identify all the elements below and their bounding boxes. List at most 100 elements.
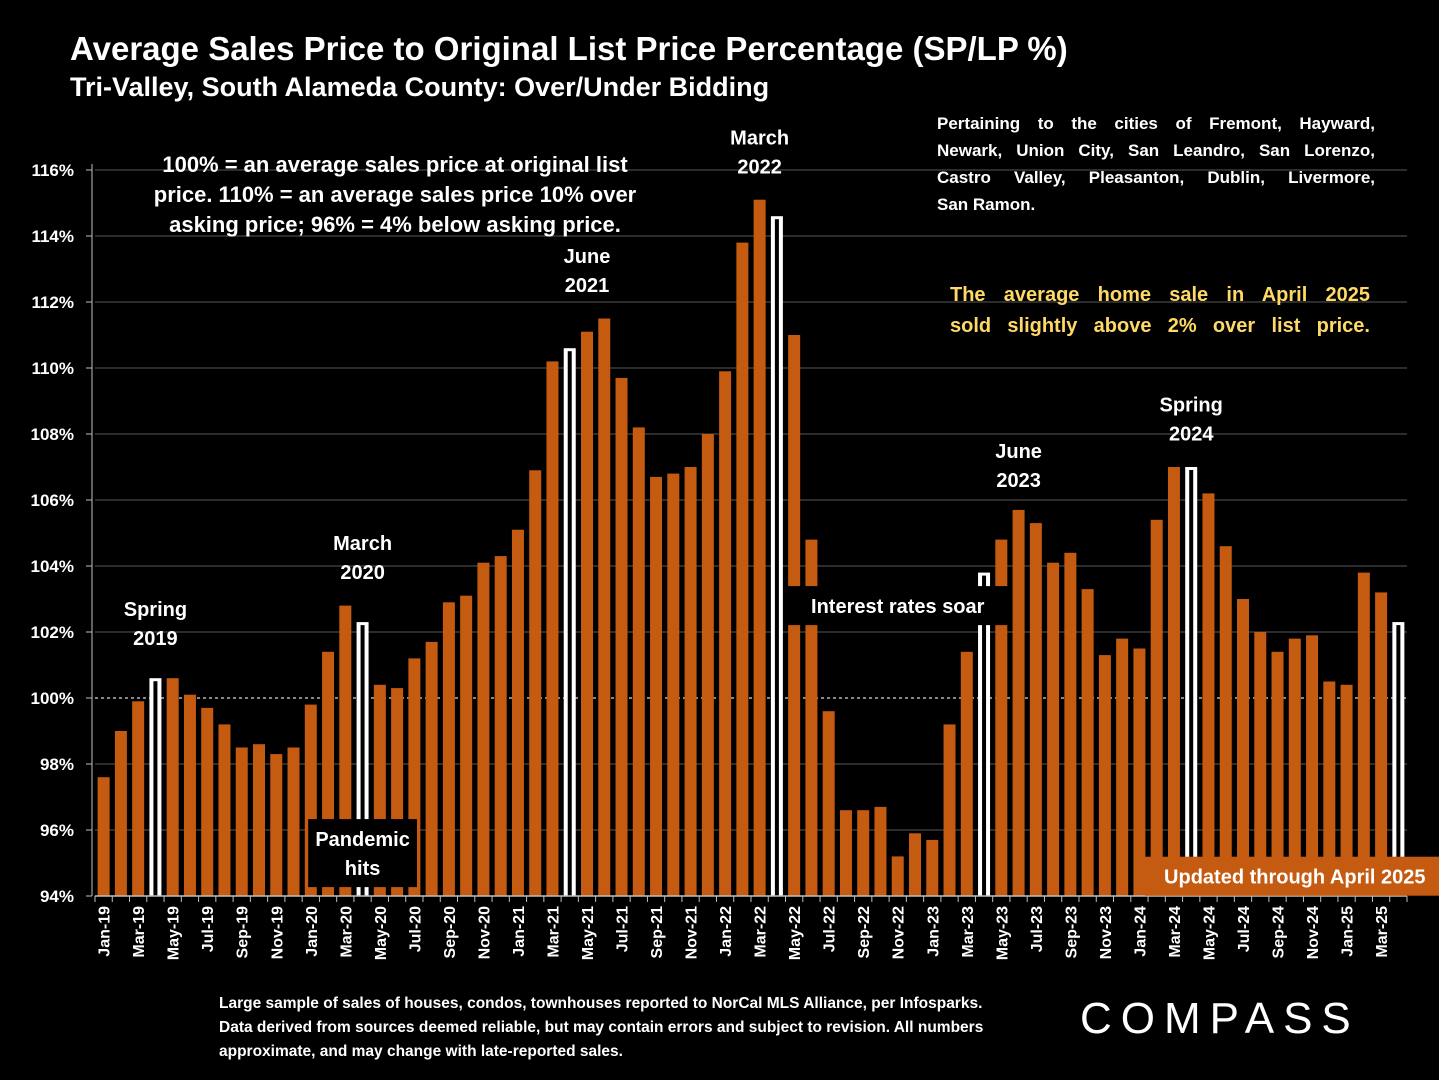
annotation-box — [785, 586, 1011, 626]
bar — [719, 371, 732, 896]
bar — [874, 806, 887, 896]
bar — [632, 427, 645, 896]
bar — [1029, 523, 1042, 896]
highlighted-bar-core — [1189, 470, 1194, 896]
bar — [926, 839, 939, 896]
bar — [1323, 681, 1336, 896]
x-tick-label: Jan-19 — [97, 906, 114, 957]
bar — [1167, 467, 1180, 896]
bar — [857, 810, 870, 896]
bar — [442, 602, 455, 896]
x-tick-label: Jan-24 — [1132, 906, 1149, 957]
x-tick-label: May-23 — [994, 906, 1011, 960]
bar — [1098, 655, 1111, 896]
highlighted-bar-core — [1396, 625, 1401, 896]
annotation: Spring 2019 — [124, 599, 187, 650]
bar — [1047, 562, 1060, 896]
april-note-line: The average home sale in April 2025 — [950, 284, 1370, 306]
annotation: June 2021 — [564, 246, 611, 297]
bar — [1116, 638, 1129, 896]
bar — [166, 678, 179, 896]
x-tick-label: Jan-23 — [925, 906, 942, 957]
bar — [529, 470, 542, 896]
bar — [615, 377, 628, 896]
highlighted-bar-core — [360, 625, 365, 896]
x-tick-label: Jul-24 — [1236, 906, 1253, 952]
bar — [1357, 572, 1370, 896]
annotation-label: Spring — [1160, 395, 1223, 417]
bar — [1081, 589, 1094, 896]
highlighted-bar-core — [982, 575, 987, 896]
x-tick-label: May-22 — [787, 906, 804, 960]
annotation-box — [308, 819, 417, 888]
bar — [1064, 552, 1077, 896]
y-tick-label: 100% — [31, 689, 74, 708]
source-footnote: Large sample of sales of houses, condos,… — [219, 995, 984, 1060]
percentage-explanation-note: 100% = an average sales price at origina… — [153, 152, 637, 237]
bar — [805, 539, 818, 896]
bar — [1288, 638, 1301, 896]
bar — [183, 694, 196, 896]
bar — [425, 641, 438, 896]
highlighted-bar-core — [567, 351, 572, 896]
x-tick-label: Mar-19 — [131, 906, 148, 958]
x-tick-label: Nov-19 — [269, 906, 286, 959]
x-tick-label: Mar-22 — [753, 906, 770, 958]
bar — [598, 318, 611, 896]
bar — [114, 731, 127, 896]
bar — [1375, 592, 1388, 896]
annotation-label: 2024 — [1169, 424, 1214, 446]
annotation-label: Interest rates soar — [811, 596, 985, 618]
bar — [1306, 635, 1319, 896]
y-tick-label: 116% — [31, 161, 74, 180]
x-tick-label: Mar-21 — [545, 906, 562, 958]
bar — [1237, 599, 1249, 896]
bar — [1340, 684, 1353, 896]
y-tick-label: 108% — [31, 425, 74, 444]
x-tick-label: Jan-22 — [718, 906, 735, 957]
x-tick-label: Nov-21 — [684, 906, 701, 959]
cities-note-line: San Ramon. — [937, 195, 1036, 214]
april-note-line: sold slightly above 2% over list price. — [950, 315, 1370, 337]
annotation-label: 2022 — [737, 156, 782, 178]
annotation-label: Pandemic — [315, 829, 409, 851]
x-tick-label: Jul-19 — [200, 906, 217, 952]
bar — [97, 777, 110, 896]
bar — [1150, 519, 1163, 896]
annotation: Updated through April 2025 — [1144, 856, 1439, 896]
cities-note: Pertaining to the cities of Fremont, Hay… — [937, 110, 1375, 218]
annotation-label: 2023 — [996, 470, 1041, 492]
y-tick-label: 114% — [31, 227, 74, 246]
bar — [736, 242, 749, 897]
annotation-box — [1144, 856, 1439, 896]
bar — [270, 754, 283, 896]
bar — [218, 724, 231, 896]
bar — [1254, 632, 1267, 896]
x-tick-label: May-21 — [580, 906, 597, 960]
y-tick-label: 106% — [31, 491, 74, 510]
annotation: March 2020 — [333, 533, 392, 584]
cities-note-line: Castro Valley, Pleasanton, Dublin, Liver… — [937, 168, 1375, 187]
annotation-label: March — [333, 533, 392, 555]
x-tick-label: May-20 — [373, 906, 390, 960]
x-tick-label: Nov-22 — [891, 906, 908, 959]
bar — [943, 724, 956, 896]
x-tick-label: Jan-25 — [1340, 906, 1357, 957]
bar — [960, 651, 973, 896]
x-tick-label: Jul-23 — [1029, 906, 1046, 952]
chart-subtitle: Tri-Valley, South Alameda County: Over/U… — [70, 72, 770, 102]
cities-note-line: Pertaining to the cities of Fremont, Hay… — [937, 114, 1375, 133]
annotation-layer: Spring 2019 March 2020 June 2021 March 2022 June… — [124, 127, 1439, 896]
highlighted-bar-core — [153, 681, 158, 896]
x-tick-label: Nov-23 — [1098, 906, 1115, 959]
bar — [235, 747, 248, 896]
annotation: Interest rates soar — [785, 586, 1011, 626]
bar — [581, 331, 593, 896]
annotation-label: Spring — [124, 599, 187, 621]
annotation-label: Updated through April 2025 — [1164, 866, 1426, 888]
bar — [667, 473, 680, 896]
annotation-label: 2019 — [133, 628, 178, 650]
bar — [132, 701, 145, 896]
bar — [1219, 546, 1232, 896]
annotation: Spring 2024 — [1160, 395, 1223, 446]
